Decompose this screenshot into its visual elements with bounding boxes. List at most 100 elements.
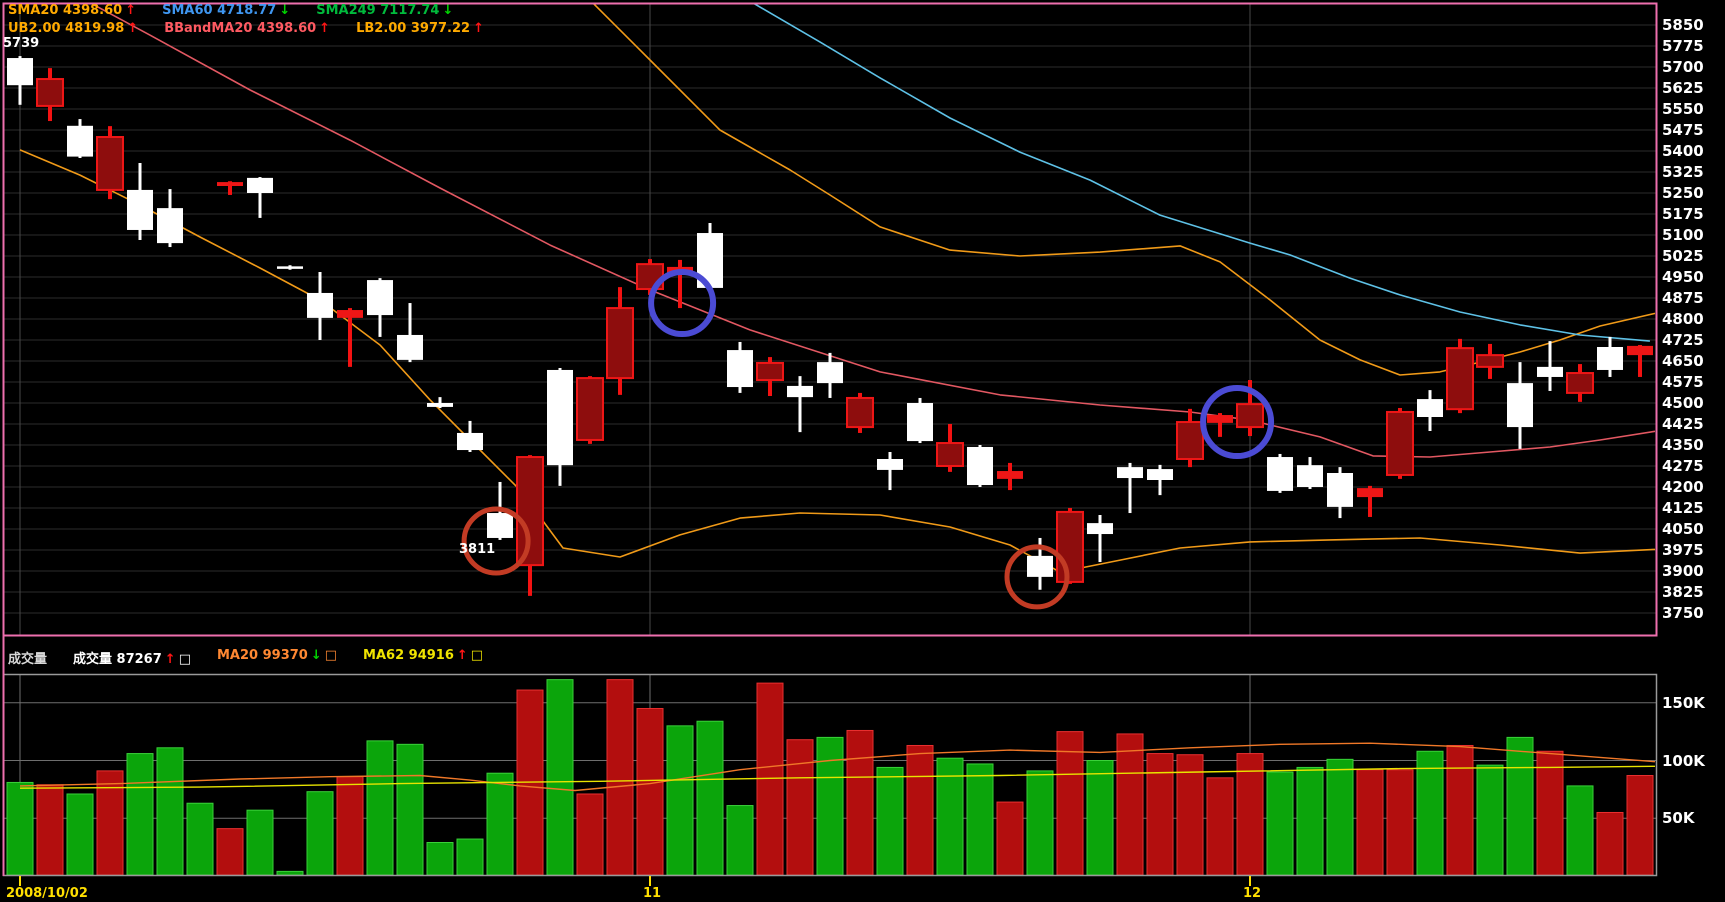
candle-body-down[interactable] [1386, 410, 1414, 476]
candle-body-up[interactable] [157, 208, 183, 244]
candle-body-up[interactable] [1507, 383, 1533, 428]
volume-bar[interactable] [426, 842, 454, 876]
volume-bar[interactable] [1476, 764, 1504, 876]
volume-bar[interactable] [246, 809, 274, 876]
volume-bar[interactable] [846, 729, 874, 876]
volume-bar[interactable] [1416, 750, 1444, 876]
candle-body-up[interactable] [307, 292, 333, 318]
candle-body-down[interactable] [606, 307, 634, 380]
candle-body-up[interactable] [1147, 469, 1173, 480]
legend-checkbox-icon[interactable]: □ [178, 652, 191, 667]
candle-body-up[interactable] [1597, 347, 1623, 370]
volume-bar[interactable] [126, 753, 154, 876]
candle-body-down[interactable] [997, 471, 1023, 479]
volume-bar[interactable] [1146, 753, 1174, 876]
volume-bar[interactable] [876, 766, 904, 876]
legend-checkbox-icon[interactable]: □ [324, 648, 338, 663]
candle-body-down[interactable] [337, 310, 363, 318]
volume-bar[interactable] [156, 747, 184, 876]
volume-bar[interactable] [1056, 731, 1084, 876]
candle-body-up[interactable] [967, 446, 993, 486]
candle-body-up[interactable] [787, 385, 813, 398]
candle-body-down[interactable] [936, 442, 964, 468]
volume-bar[interactable] [456, 838, 484, 876]
candle-body-down[interactable] [1357, 488, 1383, 498]
volume-bar[interactable] [1446, 744, 1474, 876]
candle-body-down[interactable] [516, 456, 544, 567]
volume-bar[interactable] [1596, 811, 1624, 876]
candle-body-up[interactable] [877, 459, 903, 470]
candle-body-up[interactable] [7, 58, 33, 86]
volume-bar[interactable] [696, 720, 724, 876]
volume-bar[interactable] [486, 772, 514, 876]
volume-bar[interactable] [996, 801, 1024, 876]
candle-body-down[interactable] [1236, 403, 1264, 429]
volume-bar[interactable] [1266, 771, 1294, 876]
candle-body-up[interactable] [1417, 399, 1443, 417]
candle-body-up[interactable] [1117, 467, 1143, 479]
volume-bar[interactable] [66, 793, 94, 876]
volume-bar[interactable] [1086, 760, 1114, 876]
candle-body-up[interactable] [547, 369, 573, 466]
volume-bar[interactable] [1626, 775, 1654, 876]
candle-body-down[interactable] [1627, 345, 1653, 356]
candle-body-up[interactable] [427, 403, 453, 407]
volume-bar[interactable] [276, 870, 304, 876]
candle-body-up[interactable] [127, 189, 153, 230]
volume-bar[interactable] [396, 743, 424, 876]
volume-bar[interactable] [306, 791, 334, 876]
candle-body-down[interactable] [1207, 415, 1233, 423]
volume-bar[interactable] [1176, 754, 1204, 876]
candle-body-down[interactable] [1446, 347, 1474, 411]
volume-bar[interactable] [1566, 785, 1594, 876]
volume-bar[interactable] [1236, 753, 1264, 876]
volume-bar[interactable] [1506, 736, 1534, 876]
candle-body-up[interactable] [367, 280, 393, 316]
candle-body-down[interactable] [1566, 372, 1594, 394]
candle-body-down[interactable] [756, 361, 784, 382]
candle-body-down[interactable] [36, 78, 64, 107]
volume-panel[interactable] [4, 674, 1656, 876]
volume-bar[interactable] [816, 736, 844, 876]
legend-checkbox-icon[interactable]: □ [470, 648, 484, 663]
volume-bar[interactable] [636, 708, 664, 876]
candle-body-up[interactable] [397, 334, 423, 360]
volume-bar[interactable] [1206, 777, 1234, 876]
candle-body-down[interactable] [846, 396, 874, 429]
volume-bar[interactable] [216, 828, 244, 876]
volume-bar[interactable] [576, 793, 604, 876]
candle-body-up[interactable] [1297, 465, 1323, 487]
volume-bar[interactable] [6, 781, 34, 876]
candle-body-up[interactable] [1027, 555, 1053, 577]
volume-bar[interactable] [906, 744, 934, 876]
candle-body-up[interactable] [817, 362, 843, 384]
volume-legend-series-1[interactable]: MA20 99370 ↓ □ [217, 648, 337, 667]
candle-body-up[interactable] [487, 513, 513, 538]
volume-bar[interactable] [1116, 733, 1144, 876]
candle-body-up[interactable] [1087, 523, 1113, 535]
candle-body-up[interactable] [457, 432, 483, 451]
candle-body-up[interactable] [1327, 473, 1353, 507]
candle-body-down[interactable] [1056, 510, 1084, 583]
volume-legend-series-0[interactable]: 成交量 87267 ↑ □ [73, 648, 191, 667]
volume-bar[interactable] [1296, 766, 1324, 876]
volume-bar[interactable] [546, 679, 574, 876]
candle-body-up[interactable] [1537, 366, 1563, 377]
volume-bar[interactable] [1536, 750, 1564, 876]
candle-body-up[interactable] [247, 177, 273, 193]
volume-bar[interactable] [96, 770, 124, 876]
volume-bar[interactable] [786, 739, 814, 876]
volume-bar[interactable] [726, 805, 754, 876]
volume-legend-series-2[interactable]: MA62 94916 ↑ □ [363, 648, 483, 667]
volume-bar[interactable] [1386, 769, 1414, 876]
volume-bar[interactable] [1356, 769, 1384, 876]
candle-body-down[interactable] [1176, 421, 1204, 461]
candle-body-up[interactable] [1267, 457, 1293, 491]
volume-bar[interactable] [336, 776, 364, 876]
volume-bar[interactable] [966, 763, 994, 876]
volume-bar[interactable] [606, 679, 634, 876]
volume-bar[interactable] [36, 784, 64, 876]
volume-bar[interactable] [366, 740, 394, 876]
volume-bar[interactable] [936, 757, 964, 876]
